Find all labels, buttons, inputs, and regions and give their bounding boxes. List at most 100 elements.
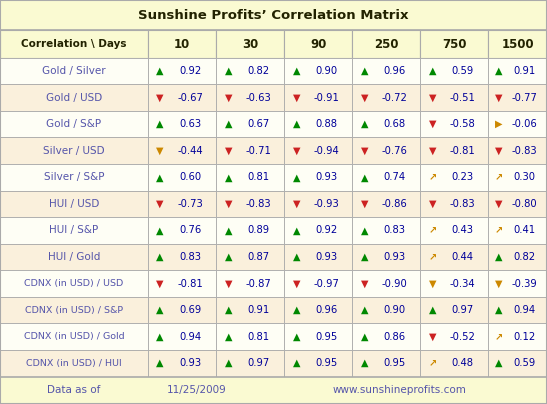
Text: -0.63: -0.63 [246, 93, 271, 103]
Bar [148, 323, 216, 350]
Bar [488, 297, 547, 323]
Bar [420, 191, 488, 217]
Text: ▲: ▲ [360, 358, 368, 368]
Text: -0.86: -0.86 [382, 199, 408, 209]
Bar [420, 217, 488, 244]
Text: 0.41: 0.41 [514, 225, 536, 236]
Bar [420, 84, 488, 111]
Bar [352, 164, 420, 191]
Text: 0.95: 0.95 [383, 358, 405, 368]
Text: 0.93: 0.93 [315, 252, 337, 262]
Text: 0.90: 0.90 [315, 66, 337, 76]
Text: ▲: ▲ [360, 332, 368, 342]
Text: ▲: ▲ [429, 66, 437, 76]
Text: -0.76: -0.76 [381, 146, 408, 156]
Text: ▲: ▲ [224, 358, 232, 368]
Text: -0.34: -0.34 [450, 278, 475, 288]
Text: ▲: ▲ [293, 172, 300, 182]
Text: -0.83: -0.83 [246, 199, 271, 209]
Bar [420, 111, 488, 137]
Text: 0.69: 0.69 [179, 305, 201, 315]
Text: ▲: ▲ [224, 225, 232, 236]
Text: 0.90: 0.90 [383, 305, 405, 315]
Bar [284, 164, 352, 191]
Bar [420, 58, 488, 84]
Text: -0.52: -0.52 [450, 332, 475, 342]
Text: -0.44: -0.44 [177, 146, 203, 156]
Text: ▲: ▲ [360, 66, 368, 76]
Text: ▲: ▲ [156, 332, 164, 342]
Bar [420, 297, 488, 323]
Text: -0.91: -0.91 [313, 93, 339, 103]
Text: 0.87: 0.87 [247, 252, 269, 262]
Bar [148, 350, 216, 377]
Bar [216, 191, 284, 217]
Text: 0.48: 0.48 [451, 358, 474, 368]
Text: ▼: ▼ [156, 199, 164, 209]
Text: Silver / USD: Silver / USD [43, 146, 105, 156]
Text: www.sunshineprofits.com: www.sunshineprofits.com [333, 385, 466, 395]
Bar [148, 111, 216, 137]
Bar [284, 137, 352, 164]
Text: ▼: ▼ [224, 93, 232, 103]
Text: ▼: ▼ [293, 146, 300, 156]
Text: 0.82: 0.82 [514, 252, 536, 262]
Text: ▼: ▼ [224, 146, 232, 156]
Bar [488, 58, 547, 84]
Text: HUI / S&P: HUI / S&P [49, 225, 98, 236]
Text: ▲: ▲ [360, 172, 368, 182]
Text: 0.93: 0.93 [315, 172, 337, 182]
Text: -0.06: -0.06 [512, 119, 538, 129]
Text: ↗: ↗ [495, 332, 503, 342]
Bar [148, 137, 216, 164]
Text: CDNX (in USD) / USD: CDNX (in USD) / USD [24, 279, 124, 288]
Bar [352, 270, 420, 297]
Text: -0.77: -0.77 [512, 93, 538, 103]
Text: ▲: ▲ [360, 225, 368, 236]
Text: 0.95: 0.95 [315, 358, 337, 368]
Bar [352, 191, 420, 217]
Text: 0.76: 0.76 [179, 225, 201, 236]
Text: ▲: ▲ [156, 119, 164, 129]
Text: 90: 90 [310, 38, 327, 50]
Text: -0.80: -0.80 [512, 199, 538, 209]
Bar [216, 244, 284, 270]
Text: 0.83: 0.83 [383, 225, 405, 236]
Text: HUI / USD: HUI / USD [49, 199, 99, 209]
Text: ▲: ▲ [293, 225, 300, 236]
Bar [284, 191, 352, 217]
Text: 0.94: 0.94 [514, 305, 536, 315]
Bar [284, 217, 352, 244]
Bar [488, 323, 547, 350]
Text: 11/25/2009: 11/25/2009 [167, 385, 227, 395]
Text: ▲: ▲ [224, 332, 232, 342]
Text: 1500: 1500 [502, 38, 534, 50]
Bar [352, 111, 420, 137]
Bar [148, 164, 216, 191]
Bar [284, 58, 352, 84]
Bar [352, 30, 420, 58]
Text: 0.81: 0.81 [247, 332, 269, 342]
Bar [420, 270, 488, 297]
Bar [0, 164, 148, 191]
Text: ▲: ▲ [156, 172, 164, 182]
Bar [148, 58, 216, 84]
Bar [488, 111, 547, 137]
Text: Gold / S&P: Gold / S&P [46, 119, 102, 129]
Text: -0.83: -0.83 [450, 199, 475, 209]
Text: ▼: ▼ [360, 199, 368, 209]
Bar [148, 191, 216, 217]
Text: ▼: ▼ [429, 146, 437, 156]
Bar [0, 377, 547, 404]
Text: ▲: ▲ [293, 66, 300, 76]
Text: 0.30: 0.30 [514, 172, 536, 182]
Text: ▲: ▲ [224, 66, 232, 76]
Text: 0.23: 0.23 [451, 172, 474, 182]
Bar [420, 350, 488, 377]
Bar [420, 137, 488, 164]
Text: -0.93: -0.93 [313, 199, 339, 209]
Text: 0.60: 0.60 [179, 172, 201, 182]
Text: 0.44: 0.44 [451, 252, 474, 262]
Text: -0.73: -0.73 [177, 199, 203, 209]
Text: ▲: ▲ [360, 252, 368, 262]
